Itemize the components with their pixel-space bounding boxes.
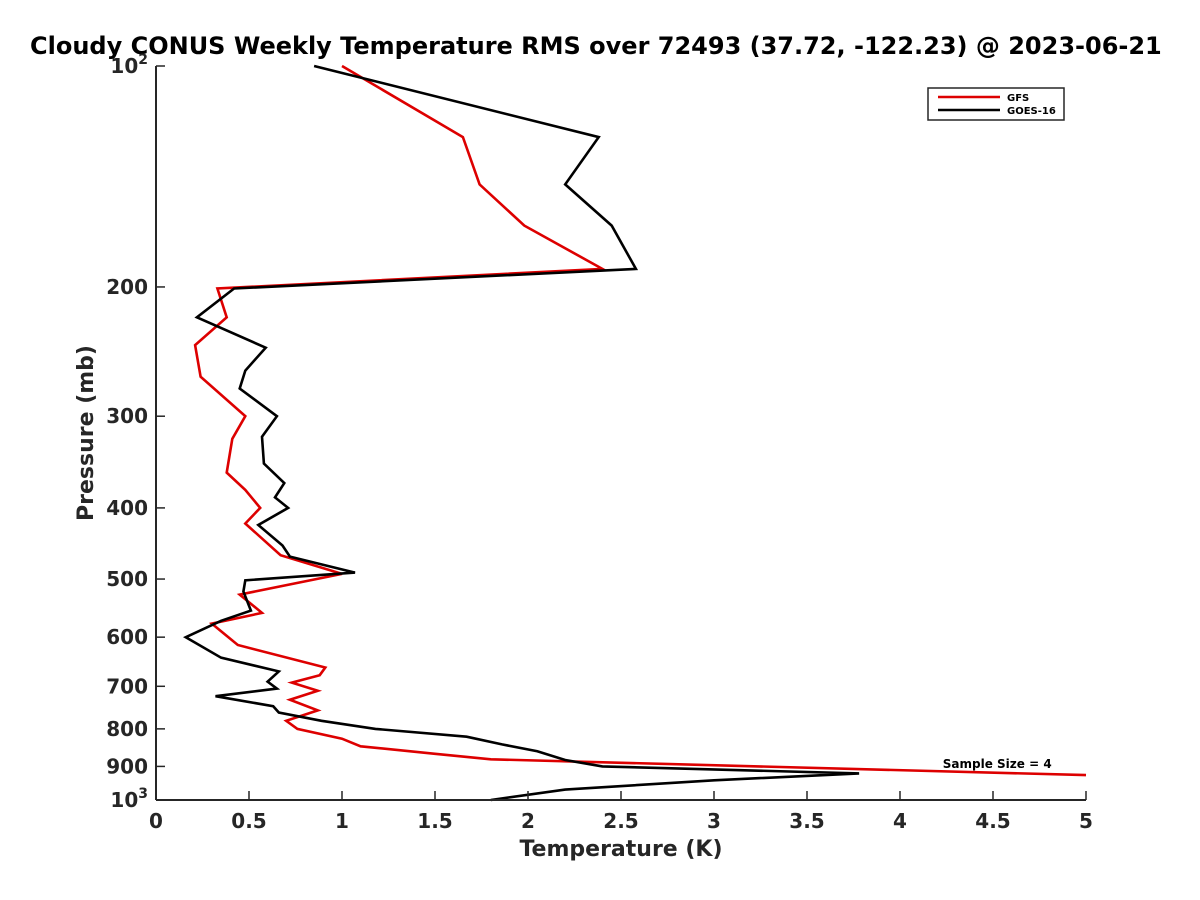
sample-size-annotation: Sample Size = 4 — [943, 757, 1052, 771]
x-tick-label: 3.5 — [789, 809, 824, 833]
x-tick-label: 2 — [521, 809, 535, 833]
x-tick-label: 3 — [707, 809, 721, 833]
series-layer — [182, 64, 1087, 802]
x-tick-label: 1 — [335, 809, 349, 833]
series-line-goes16 — [182, 64, 860, 802]
y-tick-label: 200 — [106, 275, 148, 299]
x-tick-label: 4 — [893, 809, 907, 833]
chart-title: Cloudy CONUS Weekly Temperature RMS over… — [30, 32, 1162, 60]
legend-box — [927, 87, 1065, 121]
y-tick-label: 103 — [110, 786, 148, 812]
plot-area: 0 0.5 1 1.5 2 2.5 3 3.5 4 4.5 5 102 200 300 400 500 600… — [106, 52, 1093, 833]
y-ticks: 102 200 300 400 500 600 700 800 900 103 — [106, 52, 165, 812]
y-tick-label: 800 — [106, 717, 148, 741]
series-line-gfs — [193, 64, 1087, 777]
x-tick-label: 2.5 — [603, 809, 638, 833]
x-tick-label: 1.5 — [417, 809, 452, 833]
legend-label-gfs: GFS — [1007, 93, 1029, 104]
y-tick-label: 700 — [106, 674, 148, 698]
legend: GFS GOES-16 — [927, 87, 1065, 121]
y-tick-label: 400 — [106, 496, 148, 520]
annotations: Sample Size = 4 — [943, 757, 1052, 771]
x-axis-label: Temperature (K) — [519, 837, 722, 862]
y-tick-label: 300 — [106, 404, 148, 428]
x-ticks: 0 0.5 1 1.5 2 2.5 3 3.5 4 4.5 5 — [149, 791, 1093, 833]
y-axis-label: Pressure (mb) — [74, 345, 99, 521]
y-tick-label: 102 — [110, 52, 148, 78]
x-tick-label: 4.5 — [975, 809, 1010, 833]
x-tick-label: 5 — [1079, 809, 1093, 833]
legend-label-goes16: GOES-16 — [1007, 106, 1056, 117]
y-tick-label: 900 — [106, 754, 148, 778]
y-tick-label: 600 — [106, 625, 148, 649]
y-tick-label: 500 — [106, 567, 148, 591]
x-tick-label: 0 — [149, 809, 163, 833]
x-tick-label: 0.5 — [231, 809, 266, 833]
